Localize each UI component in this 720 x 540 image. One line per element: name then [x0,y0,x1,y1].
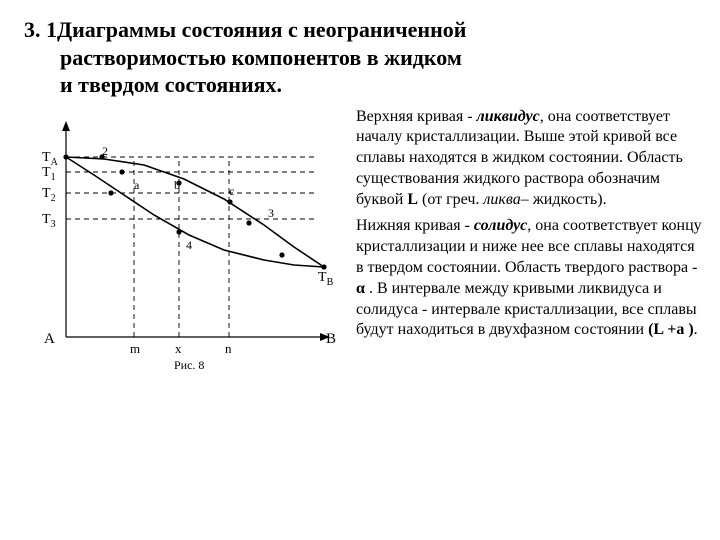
diagram-column: TАT1T2T3TВАВmxnabc234Рис. 8 [24,107,344,377]
text: (от греч. [418,191,483,208]
svg-text:c: c [229,184,234,198]
text: Верхняя кривая - [356,108,477,125]
page-root: 3. 1Диаграммы состояния с неограниченной… [0,0,720,540]
text: Нижняя кривая - [356,217,474,234]
text: . [694,321,698,338]
svg-text:2: 2 [102,144,108,158]
svg-text:А: А [44,331,55,347]
term-likva: ликва [483,191,520,208]
phase-diagram: TАT1T2T3TВАВmxnabc234Рис. 8 [24,107,344,377]
paragraph-solidus: Нижняя кривая - солидус, она соответству… [356,216,702,341]
paragraph-liquidus: Верхняя кривая - ликвидус, она соответст… [356,107,702,211]
svg-text:T2: T2 [42,186,56,204]
text-column: Верхняя кривая - ликвидус, она соответст… [356,107,702,377]
text: – жидкость). [521,191,607,208]
svg-text:a: a [134,178,140,192]
page-title: 3. 1Диаграммы состояния с неограниченной… [24,16,702,99]
svg-text:T3: T3 [42,212,56,230]
symbol-L-plus-a: (L +а ) [648,321,694,338]
svg-text:Рис. 8: Рис. 8 [174,358,204,372]
symbol-alpha: α [356,280,365,297]
content-row: TАT1T2T3TВАВmxnabc234Рис. 8 Верхняя крив… [24,107,702,377]
title-line-1: 3. 1Диаграммы состояния с неограниченной [24,17,466,42]
svg-text:b: b [174,178,180,192]
symbol-L: L [407,191,418,208]
term-liquidus: ликвидус [477,108,540,125]
svg-text:4: 4 [186,238,192,252]
title-line-2: растворимостью компонентов в жидком [24,44,702,72]
svg-text:В: В [326,331,336,347]
title-line-3: и твердом состояниях. [24,71,702,99]
svg-text:x: x [175,341,182,356]
svg-text:n: n [225,341,232,356]
svg-text:m: m [130,341,140,356]
text: . В интервале между кривыми ликвидуса и … [356,280,697,339]
svg-text:3: 3 [268,206,274,220]
svg-text:TВ: TВ [318,270,334,288]
term-solidus: солидус [474,217,527,234]
